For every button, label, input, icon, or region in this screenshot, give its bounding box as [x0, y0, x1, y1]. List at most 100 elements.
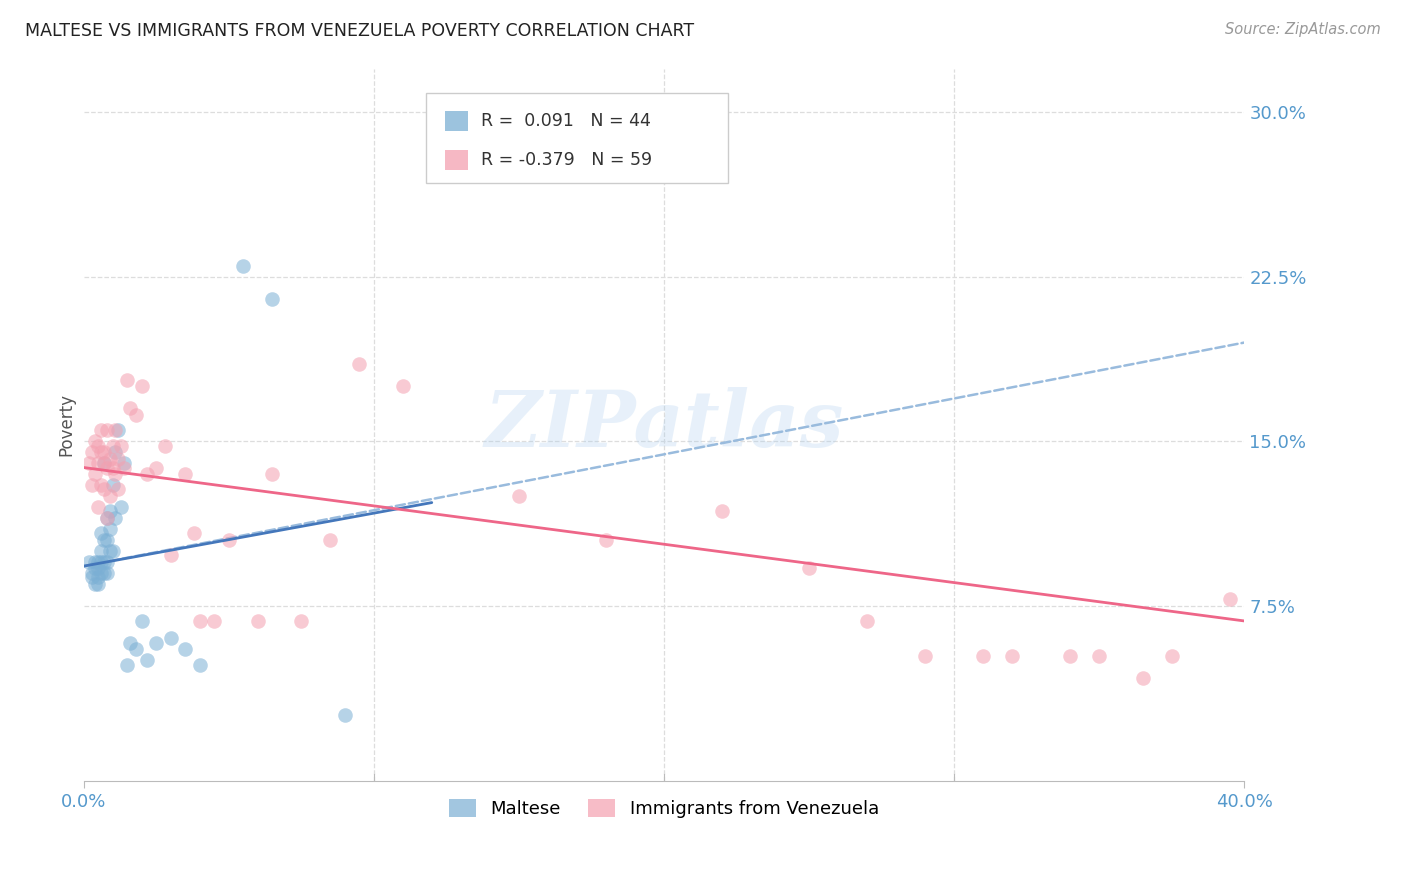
Point — [96, 511, 118, 525]
Point — [145, 636, 167, 650]
Point — [153, 439, 176, 453]
Point — [84, 576, 107, 591]
Point — [96, 533, 118, 547]
Point — [125, 408, 148, 422]
Point — [87, 439, 110, 453]
Point — [93, 483, 115, 497]
Text: Source: ZipAtlas.com: Source: ZipAtlas.com — [1225, 22, 1381, 37]
Point — [104, 445, 127, 459]
Point — [90, 526, 112, 541]
Point — [188, 657, 211, 672]
Point — [93, 456, 115, 470]
Point — [104, 511, 127, 525]
Point — [96, 511, 118, 525]
Text: R = -0.379   N = 59: R = -0.379 N = 59 — [481, 151, 651, 169]
Point — [188, 614, 211, 628]
Point — [115, 657, 138, 672]
Point — [96, 423, 118, 437]
Point — [1001, 648, 1024, 663]
Point — [131, 379, 153, 393]
Point — [93, 445, 115, 459]
Point — [96, 555, 118, 569]
Point — [96, 566, 118, 580]
Point — [90, 544, 112, 558]
Point — [118, 401, 141, 416]
Point — [118, 636, 141, 650]
Point — [246, 614, 269, 628]
Point — [93, 566, 115, 580]
Point — [98, 504, 121, 518]
Point — [508, 489, 530, 503]
Text: MALTESE VS IMMIGRANTS FROM VENEZUELA POVERTY CORRELATION CHART: MALTESE VS IMMIGRANTS FROM VENEZUELA POV… — [25, 22, 695, 40]
Point — [79, 456, 101, 470]
Point — [112, 460, 135, 475]
Point — [101, 460, 124, 475]
Point — [1059, 648, 1081, 663]
Point — [145, 460, 167, 475]
Point — [202, 614, 225, 628]
Point — [797, 561, 820, 575]
Text: ZIPatlas: ZIPatlas — [484, 386, 844, 463]
Point — [87, 500, 110, 514]
Point — [90, 555, 112, 569]
Point — [93, 456, 115, 470]
Point — [90, 445, 112, 459]
Point — [87, 576, 110, 591]
Point — [107, 423, 129, 437]
Point — [84, 467, 107, 481]
Point — [333, 708, 356, 723]
Point — [1132, 671, 1154, 685]
Point — [159, 548, 181, 562]
Point — [93, 555, 115, 569]
Point — [218, 533, 240, 547]
Y-axis label: Poverty: Poverty — [58, 393, 75, 456]
Point — [595, 533, 617, 547]
Point — [87, 456, 110, 470]
Point — [112, 456, 135, 470]
Point — [98, 451, 121, 466]
Point — [391, 379, 413, 393]
Point — [131, 614, 153, 628]
Point — [174, 467, 197, 481]
Point — [93, 533, 115, 547]
Point — [90, 478, 112, 492]
Point — [159, 632, 181, 646]
FancyBboxPatch shape — [444, 112, 468, 130]
Point — [262, 292, 284, 306]
Point — [110, 500, 132, 514]
Point — [183, 526, 205, 541]
FancyBboxPatch shape — [444, 151, 468, 169]
Point — [115, 373, 138, 387]
Point — [96, 460, 118, 475]
Point — [90, 423, 112, 437]
Legend: Maltese, Immigrants from Venezuela: Maltese, Immigrants from Venezuela — [441, 791, 886, 825]
Point — [107, 451, 129, 466]
Point — [87, 570, 110, 584]
Point — [856, 614, 879, 628]
Point — [82, 478, 104, 492]
Point — [82, 570, 104, 584]
Point — [232, 259, 254, 273]
Point — [290, 614, 312, 628]
Point — [98, 522, 121, 536]
Point — [90, 566, 112, 580]
Point — [84, 561, 107, 575]
Point — [87, 555, 110, 569]
Point — [82, 445, 104, 459]
Point — [79, 555, 101, 569]
Point — [1088, 648, 1111, 663]
Point — [107, 483, 129, 497]
Point — [711, 504, 734, 518]
FancyBboxPatch shape — [426, 94, 728, 183]
Point — [98, 489, 121, 503]
Text: R =  0.091   N = 44: R = 0.091 N = 44 — [481, 112, 651, 130]
Point — [262, 467, 284, 481]
Point — [174, 642, 197, 657]
Point — [319, 533, 342, 547]
Point — [101, 478, 124, 492]
Point — [914, 648, 936, 663]
Point — [98, 544, 121, 558]
Point — [101, 439, 124, 453]
Point — [136, 653, 159, 667]
Point — [101, 544, 124, 558]
